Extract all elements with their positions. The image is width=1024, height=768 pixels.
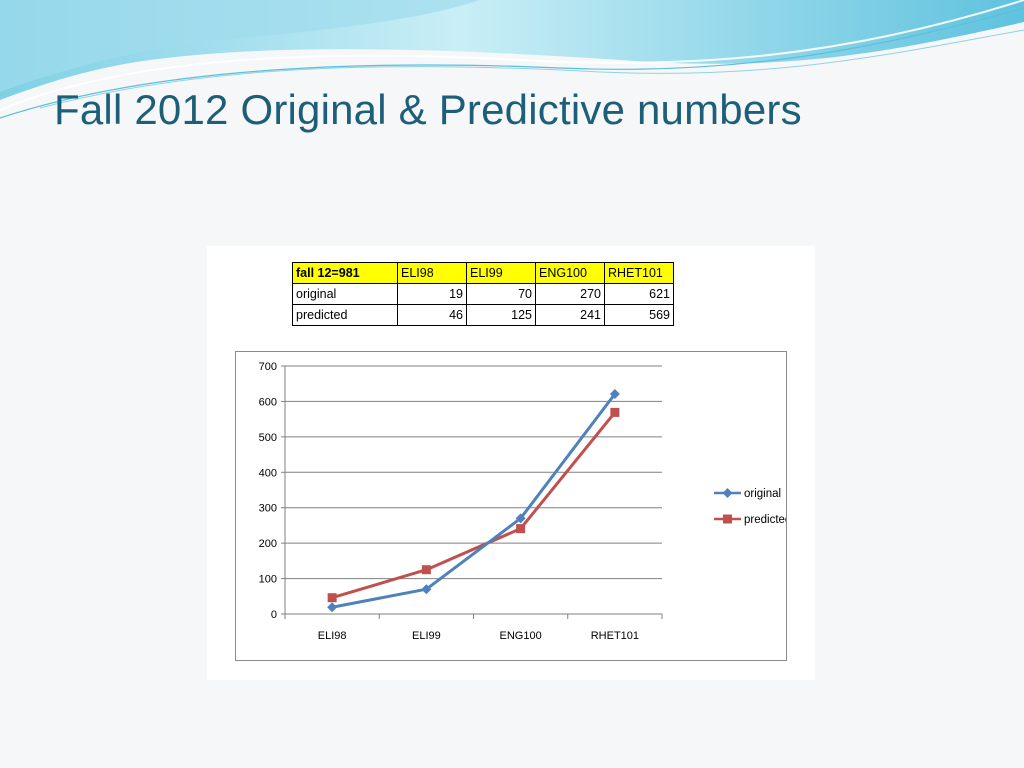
y-tick-label: 500 [259, 432, 277, 444]
x-tick-label: ELI99 [412, 630, 441, 642]
line-chart: 0 100 200 300 400 500 600 700 ELI98 ELI99 ENG100 RH… [235, 351, 787, 661]
slide-title: Fall 2012 Original & Predictive numbers [54, 86, 802, 133]
data-point-predicted [610, 407, 620, 417]
data-point-predicted [327, 593, 337, 603]
x-tick-label: RHET101 [591, 630, 639, 642]
x-tick-label: ENG100 [500, 630, 542, 642]
data-point-predicted [421, 565, 431, 575]
data-table: fall 12=981 ELI98 ELI99 ENG100 RHET101 o… [292, 262, 674, 326]
header-wave-decoration [0, 0, 1024, 119]
legend-marker-predicted [723, 514, 732, 524]
data-point-original [515, 513, 526, 524]
y-tick-label: 0 [271, 609, 277, 621]
table-header-row: fall 12=981 ELI98 ELI99 ENG100 RHET101 [292, 262, 674, 284]
table-column-header: ELI98 [397, 262, 467, 284]
y-tick-label: 700 [259, 361, 277, 373]
y-tick-label: 600 [259, 396, 277, 408]
table-row-label: original [292, 283, 398, 305]
legend-label-predicted: predicted [744, 514, 786, 526]
table-cell: 621 [604, 283, 674, 305]
data-point-original [327, 602, 338, 613]
table-row: original 19 70 270 621 [292, 283, 674, 305]
table-column-header: ELI99 [466, 262, 536, 284]
y-tick-label: 100 [259, 574, 277, 586]
table-cell: 19 [397, 283, 467, 305]
y-tick-label: 400 [259, 467, 277, 479]
series-line-original [331, 393, 617, 609]
data-point-predicted [516, 524, 526, 534]
table-column-header: ENG100 [535, 262, 605, 284]
table-corner-cell: fall 12=981 [292, 262, 398, 284]
y-tick-label: 200 [259, 538, 277, 550]
table-row-label: predicted [292, 304, 398, 326]
table-cell: 270 [535, 283, 605, 305]
legend-marker-original [722, 488, 733, 498]
table-cell: 125 [466, 304, 536, 326]
table-cell: 70 [466, 283, 536, 305]
table-cell: 46 [397, 304, 467, 326]
table-row: predicted 46 125 241 569 [292, 304, 674, 326]
figure-panel: fall 12=981 ELI98 ELI99 ENG100 RHET101 o… [207, 246, 815, 680]
table-cell: 569 [604, 304, 674, 326]
series-line-predicted [331, 411, 617, 600]
data-point-original [421, 584, 432, 595]
x-tick-label: ELI98 [318, 630, 347, 642]
data-point-original [609, 388, 620, 399]
y-tick-label: 300 [259, 503, 277, 515]
chart-canvas: 0 100 200 300 400 500 600 700 ELI98 ELI99 ENG100 RH… [259, 361, 786, 642]
legend-label-original: original [744, 488, 781, 500]
table-cell: 241 [535, 304, 605, 326]
table-column-header: RHET101 [604, 262, 674, 284]
